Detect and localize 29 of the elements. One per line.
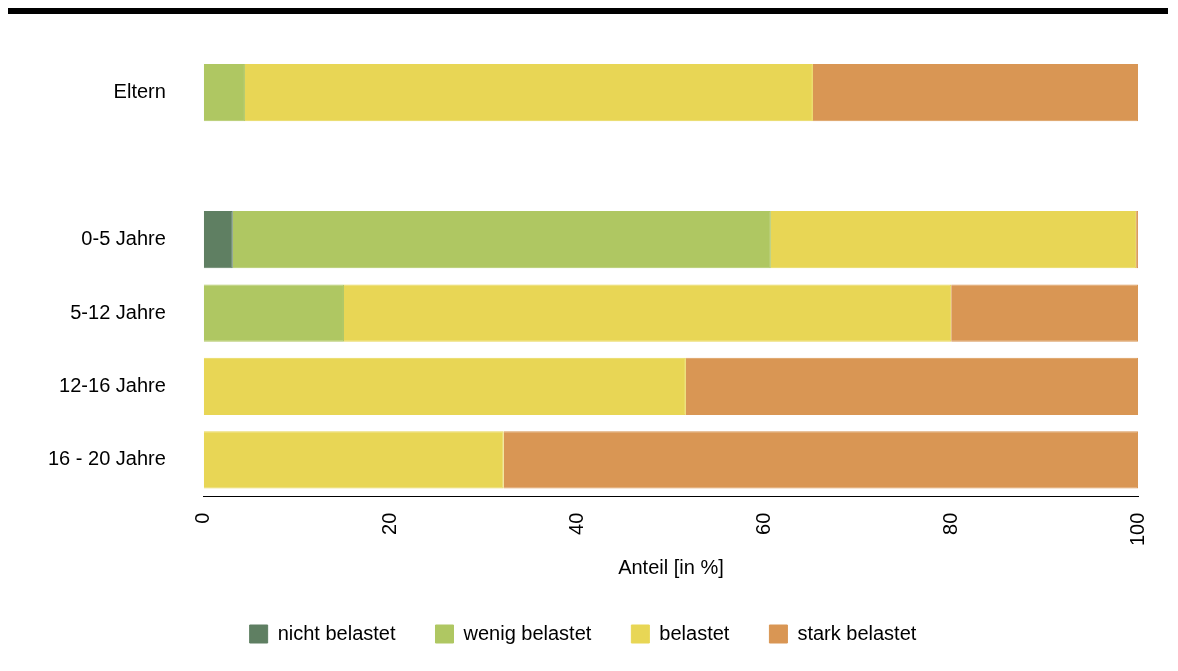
bar [203, 431, 504, 489]
x-tick-label: 60 [751, 512, 774, 535]
x-tick-label: 40 [565, 512, 588, 535]
bar [203, 284, 344, 342]
bar [770, 210, 1137, 269]
y-tick-label: 12-16 Jahre [59, 373, 166, 396]
bar [343, 284, 952, 342]
bar [244, 64, 813, 122]
x-tick-label: 20 [378, 512, 401, 535]
bar [232, 210, 771, 269]
y-tick-label: 0-5 Jahre [81, 227, 166, 250]
bar [951, 284, 1138, 342]
y-tick-label: Eltern [113, 80, 166, 103]
legend-label: stark belastet [797, 621, 917, 644]
bar [503, 431, 1138, 489]
bar [203, 64, 245, 122]
y-tick-label: 5-12 Jahre [70, 300, 166, 323]
x-tick-label: 100 [1125, 512, 1148, 547]
x-tick-label: 0 [191, 512, 214, 524]
bar [203, 357, 686, 416]
legend-label: nicht belastet [277, 621, 396, 644]
y-tick-label: 16 - 20 Jahre [47, 447, 166, 470]
x-axis-title: Anteil [in %] [618, 555, 724, 578]
legend-label: wenig belastet [462, 621, 592, 644]
bar [812, 64, 1138, 122]
bar [203, 210, 233, 269]
bar [685, 357, 1138, 416]
legend-label: belastet [659, 621, 730, 644]
x-tick-label: 80 [938, 512, 961, 535]
